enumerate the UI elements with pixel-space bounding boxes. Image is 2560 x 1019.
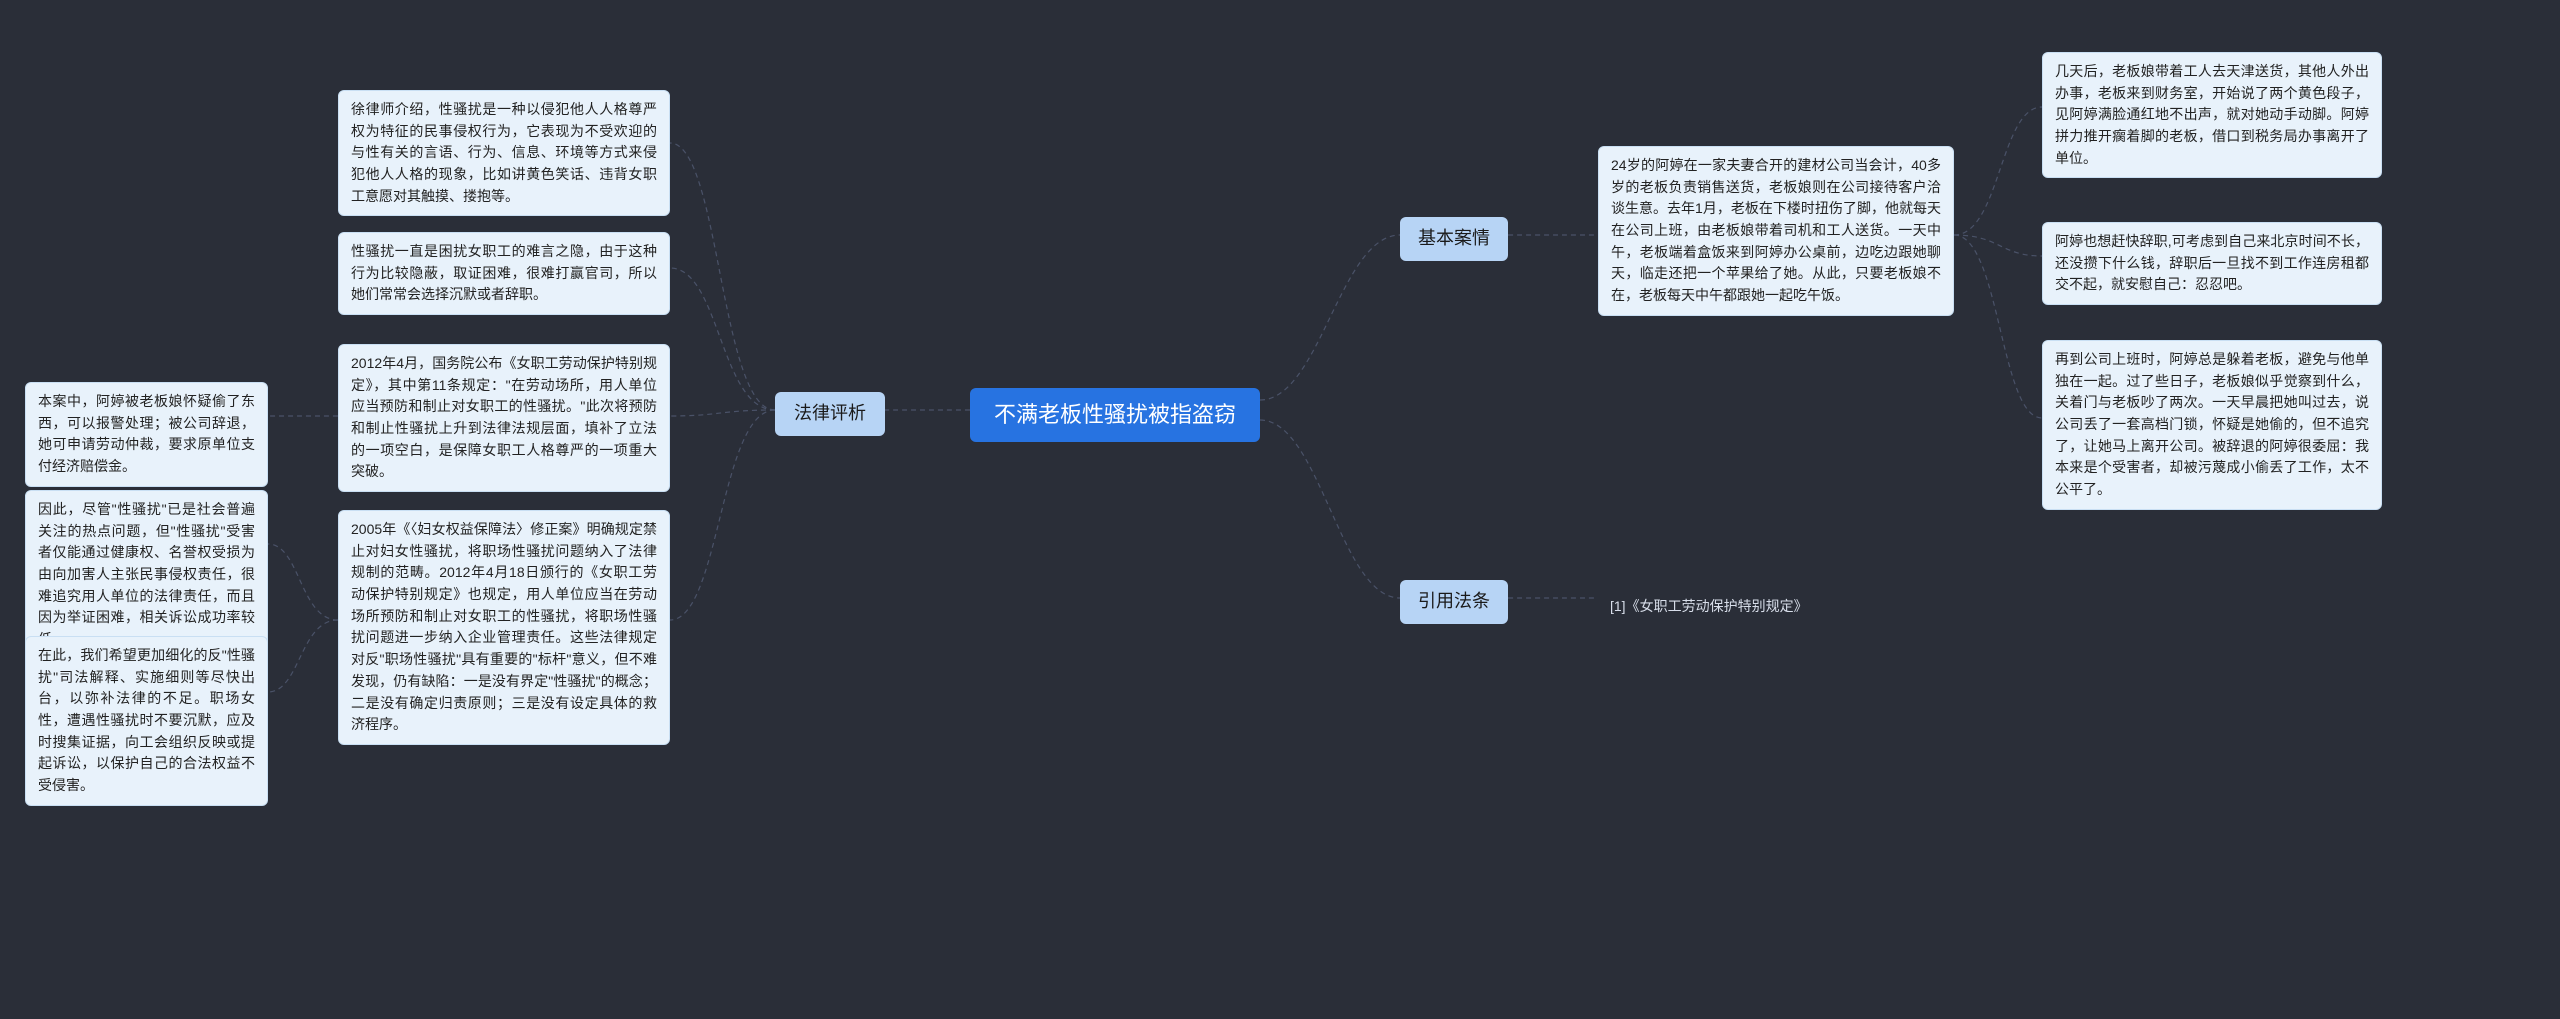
left-leaf-0: 徐律师介绍，性骚扰是一种以侵犯他人人格尊严权为特征的民事侵权行为，它表现为不受欢… [338,90,670,216]
left-sub-leaf-2: 在此，我们希望更加细化的反"性骚扰"司法解释、实施细则等尽快出台，以弥补法律的不… [25,636,268,806]
right-top-leaf-2: 再到公司上班时，阿婷总是躲着老板，避免与他单独在一起。过了些日子，老板娘似乎觉察… [2042,340,2382,510]
left-sub-leaf-1: 因此，尽管"性骚扰"已是社会普遍关注的热点问题，但"性骚扰"受害者仅能通过健康权… [25,490,268,660]
left-sub-leaf-0: 本案中，阿婷被老板娘怀疑偷了东西，可以报警处理；被公司辞退，她可申请劳动仲裁，要… [25,382,268,487]
right-bottom-leaf: [1]《女职工劳动保护特别规定》 [1598,588,1820,626]
branch-legal-analysis: 法律评析 [775,392,885,436]
branch-cited-law: 引用法条 [1400,580,1508,624]
left-leaf-1: 性骚扰一直是困扰女职工的难言之隐，由于这种行为比较隐蔽，取证困难，很难打赢官司，… [338,232,670,315]
right-top-main: 24岁的阿婷在一家夫妻合开的建材公司当会计，40多岁的老板负责销售送货，老板娘则… [1598,146,1954,316]
left-leaf-3: 2005年《〈妇女权益保障法〉修正案》明确规定禁止对妇女性骚扰，将职场性骚扰问题… [338,510,670,745]
root-node: 不满老板性骚扰被指盗窃 [970,388,1260,442]
right-top-leaf-0: 几天后，老板娘带着工人去天津送货，其他人外出办事，老板来到财务室，开始说了两个黄… [2042,52,2382,178]
branch-basic-case: 基本案情 [1400,217,1508,261]
left-leaf-2: 2012年4月，国务院公布《女职工劳动保护特别规定》，其中第11条规定："在劳动… [338,344,670,492]
right-top-leaf-1: 阿婷也想赶快辞职,可考虑到自己来北京时间不长，还没攒下什么钱，辞职后一旦找不到工… [2042,222,2382,305]
